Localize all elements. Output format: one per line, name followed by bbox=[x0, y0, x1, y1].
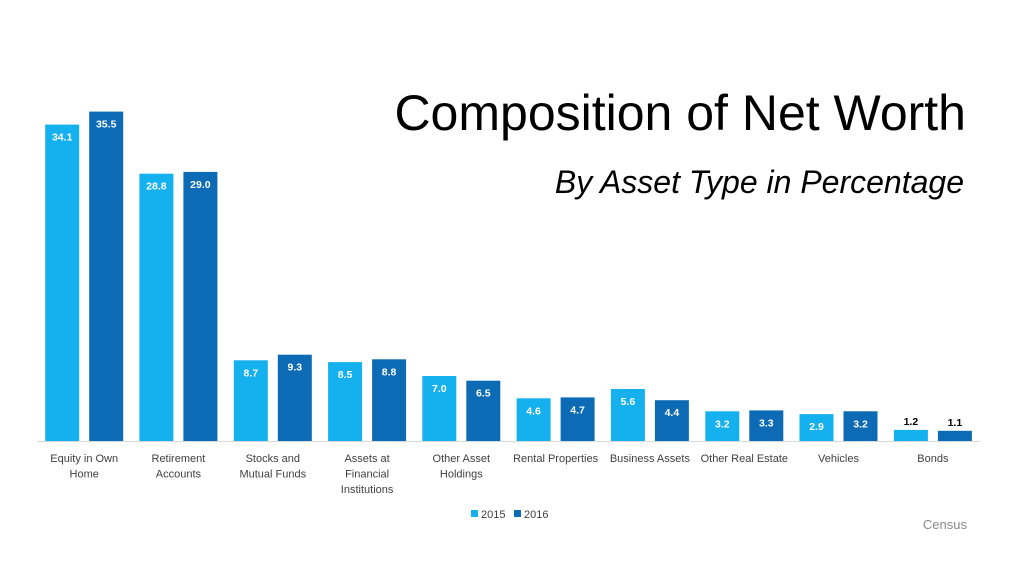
data-label-2016-6: 4.4 bbox=[665, 407, 680, 419]
data-label-2016-9: 1.1 bbox=[948, 417, 963, 429]
bar-2016-3 bbox=[372, 359, 407, 441]
data-label-2015-1: 28.8 bbox=[146, 181, 167, 193]
bar-2016-8 bbox=[843, 411, 878, 441]
category-label-0: Equity in Own Home bbox=[50, 453, 118, 481]
bar-2015-8 bbox=[799, 414, 834, 441]
chart-title: Composition of Net Worth bbox=[394, 85, 966, 141]
bar-2016-1 bbox=[183, 171, 218, 441]
bar-2016-6 bbox=[654, 400, 689, 441]
category-label-7: Other Real Estate bbox=[701, 453, 788, 465]
bar-2016-5 bbox=[560, 397, 595, 441]
bar-2016-2 bbox=[277, 354, 312, 441]
bar-2015-5 bbox=[516, 398, 551, 441]
bar-2016-7 bbox=[749, 410, 784, 441]
legend-label-2016: 2016 bbox=[524, 509, 548, 521]
chart-subtitle: By Asset Type in Percentage bbox=[554, 164, 964, 200]
data-label-2015-7: 3.2 bbox=[715, 418, 730, 430]
category-label-2: Stocks and Mutual Funds bbox=[239, 453, 306, 481]
data-label-2016-2: 9.3 bbox=[287, 362, 302, 374]
data-label-2015-2: 8.7 bbox=[243, 367, 258, 379]
category-label-5: Rental Properties bbox=[513, 453, 598, 465]
category-label-6: Business Assets bbox=[610, 453, 691, 465]
bar-2016-4 bbox=[466, 380, 501, 441]
category-label-9: Bonds bbox=[917, 453, 949, 465]
bar-2015-7 bbox=[705, 411, 740, 441]
data-label-2015-9: 1.2 bbox=[904, 416, 919, 428]
legend-label-2015: 2015 bbox=[481, 509, 505, 521]
data-label-2016-8: 3.2 bbox=[853, 418, 868, 430]
data-label-2016-1: 29.0 bbox=[190, 179, 211, 191]
data-label-2015-8: 2.9 bbox=[809, 421, 824, 433]
bar-2015-9 bbox=[893, 429, 928, 441]
data-label-2015-5: 4.6 bbox=[526, 405, 541, 417]
legend-swatch-2015 bbox=[471, 510, 478, 517]
bar-2016-0 bbox=[89, 111, 124, 441]
source-label: Census bbox=[922, 517, 967, 532]
bar-2016-9 bbox=[937, 430, 972, 441]
data-label-2015-6: 5.6 bbox=[621, 396, 636, 408]
bars-layer: 34.1 35.5 28.8 29.0 8.7 9.3 8.5 8.8 7.0 6.5 4.6 4.7… bbox=[45, 111, 972, 441]
category-label-4: Other Asset Holdings bbox=[433, 453, 490, 481]
legend: 2015 2016 bbox=[471, 509, 548, 521]
bar-2015-4 bbox=[422, 376, 457, 441]
bar-2015-3 bbox=[328, 362, 363, 441]
category-labels: Equity in Own Home Retirement Accounts Stock… bbox=[50, 453, 949, 496]
data-label-2015-3: 8.5 bbox=[338, 369, 353, 381]
bar-2015-0 bbox=[45, 124, 80, 441]
data-label-2016-5: 4.7 bbox=[570, 404, 585, 416]
data-label-2016-7: 3.3 bbox=[759, 417, 774, 429]
bar-2015-1 bbox=[139, 173, 174, 441]
bar-2015-6 bbox=[610, 389, 645, 441]
data-label-2016-3: 8.8 bbox=[382, 366, 397, 378]
legend-swatch-2016 bbox=[514, 510, 521, 517]
category-label-8: Vehicles bbox=[818, 453, 859, 465]
data-label-2016-0: 35.5 bbox=[96, 119, 117, 131]
data-label-2015-0: 34.1 bbox=[52, 132, 73, 144]
data-label-2015-4: 7.0 bbox=[432, 383, 447, 395]
bar-2015-2 bbox=[233, 360, 268, 441]
category-label-3: Assets at Financial Institutions bbox=[341, 453, 394, 496]
data-label-2016-4: 6.5 bbox=[476, 388, 491, 400]
category-label-1: Retirement Accounts bbox=[152, 453, 206, 481]
